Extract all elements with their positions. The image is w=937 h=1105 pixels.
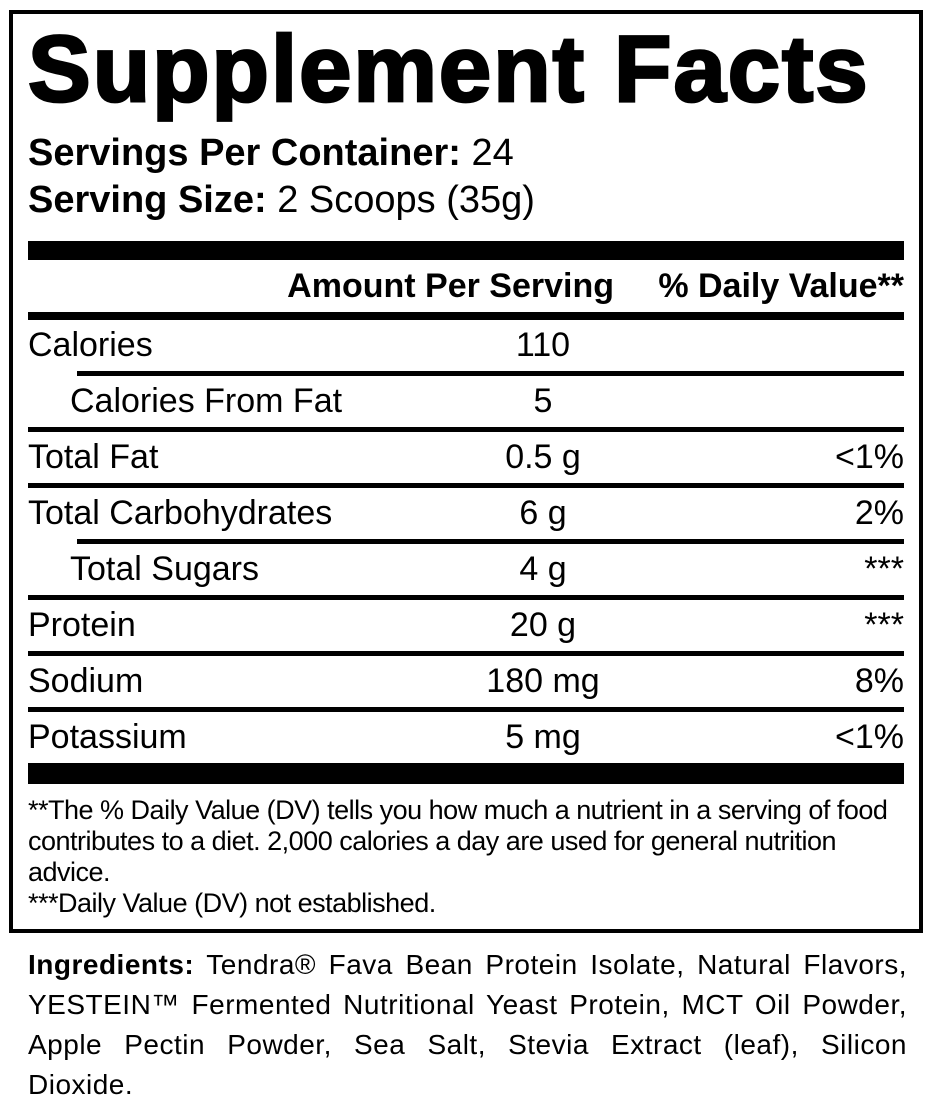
serving-size-row: Serving Size: 2 Scoops (35g)	[28, 177, 904, 224]
servings-per-container-value: 24	[460, 132, 514, 174]
nutrient-name: Protein	[28, 606, 136, 644]
footnote: **The % Daily Value (DV) tells you how m…	[28, 795, 904, 919]
header-separator	[28, 312, 904, 320]
nutrient-row-total-fat: Total Fat 0.5 g <1%	[28, 432, 904, 483]
column-header-dv: % Daily Value**	[658, 266, 904, 305]
divider-bar-top	[28, 241, 904, 260]
row-separator	[77, 371, 904, 376]
serving-size-value: 2 Scoops (35g)	[266, 179, 535, 221]
nutrient-amount: 20 g	[509, 606, 577, 644]
serving-size-label: Serving Size:	[28, 179, 267, 221]
serving-info: Servings Per Container: 24 Serving Size:…	[28, 130, 904, 224]
divider-bar-bottom	[28, 763, 904, 784]
footnote-daily-value: **The % Daily Value (DV) tells you how m…	[28, 795, 888, 887]
row-separator	[28, 483, 904, 488]
nutrient-name: Calories From Fat	[70, 382, 343, 420]
nutrient-name: Total Fat	[28, 438, 159, 476]
nutrient-name: Sodium	[28, 662, 144, 700]
ingredients-label: Ingredients:	[28, 949, 195, 980]
ingredients-section: Ingredients: Tendra® Fava Bean Protein I…	[28, 945, 907, 1105]
nutrient-row-sodium: Sodium 180 mg 8%	[28, 656, 904, 707]
nutrient-amount: 0.5 g	[505, 438, 581, 476]
row-separator	[77, 539, 904, 544]
nutrient-amount: 5	[533, 382, 553, 420]
nutrient-row-calories: Calories 110	[28, 320, 904, 371]
row-separator	[28, 707, 904, 712]
nutrient-amount: 180 mg	[486, 662, 600, 700]
nutrient-amount: 5 mg	[505, 718, 581, 756]
nutrient-name: Total Carbohydrates	[28, 494, 333, 532]
nutrient-row-potassium: Potassium 5 mg <1%	[28, 712, 904, 763]
nutrient-row-calories-from-fat: Calories From Fat 5	[28, 376, 904, 427]
column-header-amount: Amount Per Serving	[287, 266, 614, 305]
table-header: Amount Per Serving % Daily Value**	[28, 260, 904, 312]
nutrient-name: Potassium	[28, 718, 187, 756]
servings-per-container-label: Servings Per Container:	[28, 132, 461, 174]
nutrient-dv: <1%	[835, 438, 904, 476]
nutrient-row-protein: Protein 20 g ***	[28, 600, 904, 651]
footnote-not-established: ***Daily Value (DV) not established.	[28, 888, 436, 918]
row-separator	[28, 595, 904, 600]
nutrient-dv: ***	[864, 550, 904, 588]
nutrient-name: Total Sugars	[70, 550, 259, 588]
nutrient-dv: 8%	[854, 662, 904, 700]
nutrient-dv: 2%	[854, 494, 904, 532]
nutrient-row-total-carbohydrates: Total Carbohydrates 6 g 2%	[28, 488, 904, 539]
nutrient-amount: 6 g	[519, 494, 567, 532]
servings-per-container-row: Servings Per Container: 24	[28, 130, 904, 177]
nutrient-amount: 4 g	[519, 550, 567, 588]
nutrient-dv: ***	[864, 606, 904, 644]
nutrient-amount: 110	[515, 326, 571, 364]
nutrient-name: Calories	[28, 326, 153, 364]
row-separator	[28, 651, 904, 656]
nutrient-dv: <1%	[835, 718, 904, 756]
row-separator	[28, 427, 904, 432]
supplement-facts-label: Supplement Facts Servings Per Container:…	[9, 10, 923, 933]
nutrient-row-total-sugars: Total Sugars 4 g ***	[28, 544, 904, 595]
label-title: Supplement Facts	[27, 16, 870, 121]
